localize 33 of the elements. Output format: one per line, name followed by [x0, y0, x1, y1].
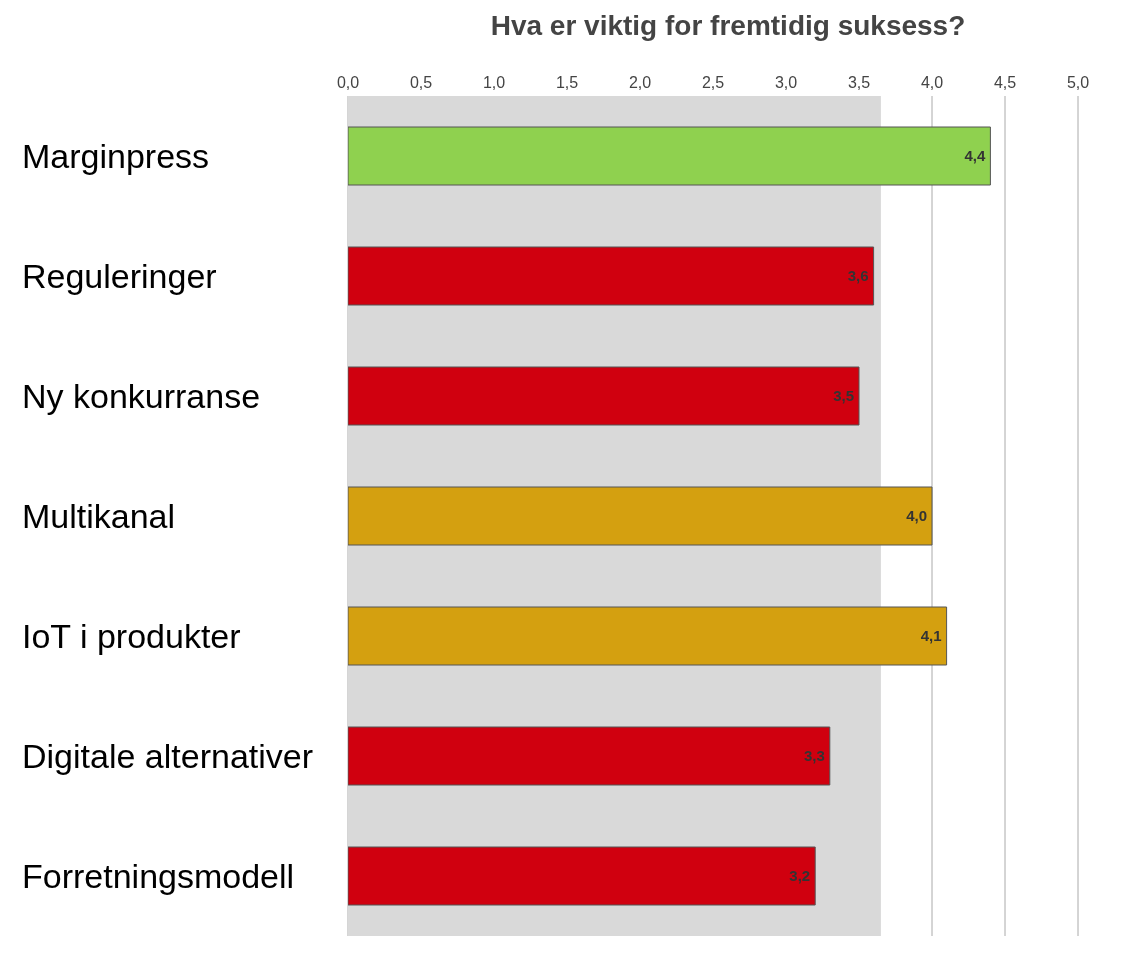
x-tick-label: 0,0: [336, 74, 360, 91]
y-tick-label: Digitale alternativer: [22, 737, 314, 776]
data-label: 3,5: [833, 387, 854, 405]
data-label: 4,0: [906, 507, 927, 525]
y-tick-label: Multikanal: [22, 497, 176, 536]
x-tick-label: 2,0: [628, 74, 652, 91]
y-tick-label: IoT i produkter: [22, 617, 241, 656]
y-tick-label: Ny konkurranse: [22, 377, 261, 416]
x-tick-label: 4,0: [920, 74, 944, 91]
bar: [348, 606, 948, 666]
x-tick-label: 1,0: [482, 74, 506, 91]
x-tick-label: 1,5: [555, 74, 579, 91]
x-tick-label: 3,5: [847, 74, 871, 91]
x-tick-label: 5,0: [1066, 74, 1090, 91]
bar: [348, 726, 831, 786]
y-tick-label: Forretningsmodell: [22, 857, 295, 896]
data-label: 3,6: [847, 267, 869, 285]
bar: [348, 846, 816, 906]
bar: [348, 126, 991, 186]
bar: [348, 246, 875, 306]
x-tick-label: 2,5: [701, 74, 725, 91]
x-tick-label: 3,0: [774, 74, 798, 91]
data-label: 3,2: [789, 867, 811, 885]
x-tick-label: 4,5: [993, 74, 1017, 91]
bar: [348, 486, 933, 546]
data-label: 3,3: [803, 747, 825, 765]
chart-title: Hva er viktig for fremtidig suksess?: [489, 10, 967, 42]
y-tick-label: Marginpress: [22, 137, 210, 176]
x-tick-label: 0,5: [409, 74, 433, 91]
y-tick-label: Reguleringer: [22, 257, 217, 296]
data-label: 4,1: [920, 627, 942, 645]
bar: [348, 366, 860, 426]
data-label: 4,4: [964, 147, 987, 165]
